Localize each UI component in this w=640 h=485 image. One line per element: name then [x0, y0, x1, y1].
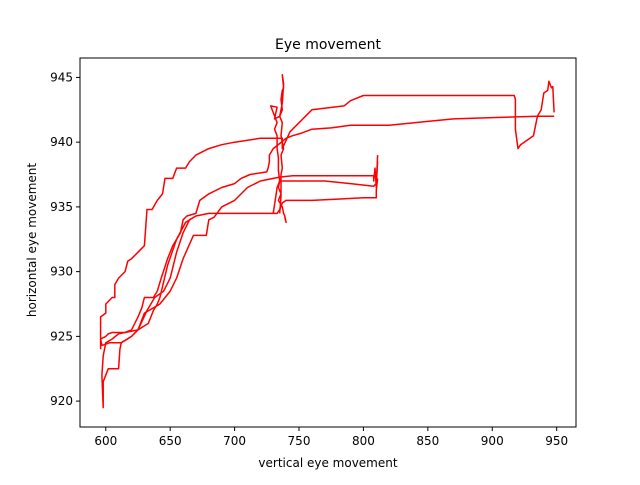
x-tick-label: 900 — [481, 434, 504, 448]
x-tick-label: 950 — [545, 434, 568, 448]
x-axis-label: vertical eye movement — [258, 456, 397, 470]
y-tick-label: 925 — [50, 329, 73, 343]
axes-frame — [79, 57, 577, 428]
x-tick-label: 650 — [159, 434, 182, 448]
series-line-3 — [99, 161, 379, 347]
x-tick-label: 700 — [223, 434, 246, 448]
y-tick-label: 935 — [50, 200, 73, 214]
y-tick-label: 920 — [50, 394, 73, 408]
chart-title: Eye movement — [275, 37, 381, 53]
y-axis-label: horizontal eye movement — [25, 163, 39, 318]
series-line-1 — [99, 80, 555, 350]
series-line-4 — [269, 74, 287, 224]
plot-area — [99, 74, 555, 409]
x-tick-label: 850 — [416, 434, 439, 448]
y-tick-label: 945 — [50, 70, 73, 84]
x-tick-label: 800 — [352, 434, 375, 448]
y-tick-label: 930 — [50, 265, 73, 279]
series-line-2 — [101, 115, 555, 409]
axis-ticks: 600 650 700 750 800 850 900 950 920 925 930 935 940 9… — [50, 70, 568, 448]
x-tick-label: 600 — [94, 434, 117, 448]
x-tick-label: 750 — [288, 434, 311, 448]
y-tick-label: 940 — [50, 135, 73, 149]
